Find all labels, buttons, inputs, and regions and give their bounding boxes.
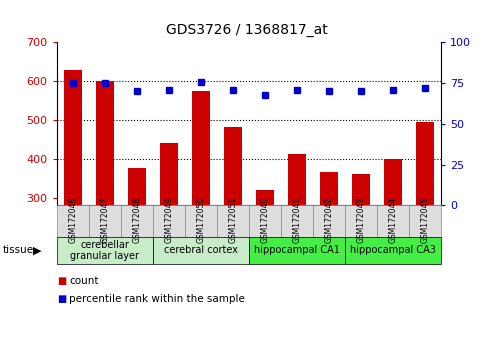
Bar xyxy=(192,91,210,205)
Text: GSM172050: GSM172050 xyxy=(196,196,206,242)
Bar xyxy=(385,159,402,205)
Text: GSM172051: GSM172051 xyxy=(228,196,238,242)
Text: GSM172045: GSM172045 xyxy=(421,196,430,242)
Text: ■: ■ xyxy=(57,294,66,304)
Bar xyxy=(288,154,306,205)
Text: hippocampal CA1: hippocampal CA1 xyxy=(254,245,340,256)
Text: hippocampal CA3: hippocampal CA3 xyxy=(350,245,436,256)
Text: GSM172046: GSM172046 xyxy=(68,196,77,242)
Text: GDS3726 / 1368817_at: GDS3726 / 1368817_at xyxy=(166,23,327,37)
Text: count: count xyxy=(69,276,99,286)
Bar xyxy=(417,122,434,205)
Text: GSM172043: GSM172043 xyxy=(356,196,366,242)
Text: GSM172044: GSM172044 xyxy=(388,196,398,242)
Bar xyxy=(320,172,338,205)
Text: GSM172048: GSM172048 xyxy=(132,196,141,242)
Text: cerebellar
granular layer: cerebellar granular layer xyxy=(70,240,139,261)
Text: GSM172047: GSM172047 xyxy=(100,196,109,242)
Bar xyxy=(128,169,145,205)
Text: GSM172041: GSM172041 xyxy=(292,196,302,242)
Text: GSM172040: GSM172040 xyxy=(260,196,270,242)
Bar xyxy=(64,70,81,205)
Bar xyxy=(352,174,370,205)
Text: ■: ■ xyxy=(57,276,66,286)
Text: cerebral cortex: cerebral cortex xyxy=(164,245,238,256)
Text: GSM172049: GSM172049 xyxy=(164,196,174,242)
Bar xyxy=(160,143,177,205)
Text: tissue: tissue xyxy=(2,245,34,256)
Text: ▶: ▶ xyxy=(33,245,41,256)
Text: GSM172042: GSM172042 xyxy=(324,196,334,242)
Bar xyxy=(256,190,274,205)
Bar xyxy=(224,127,242,205)
Text: percentile rank within the sample: percentile rank within the sample xyxy=(69,294,245,304)
Bar xyxy=(96,81,113,205)
